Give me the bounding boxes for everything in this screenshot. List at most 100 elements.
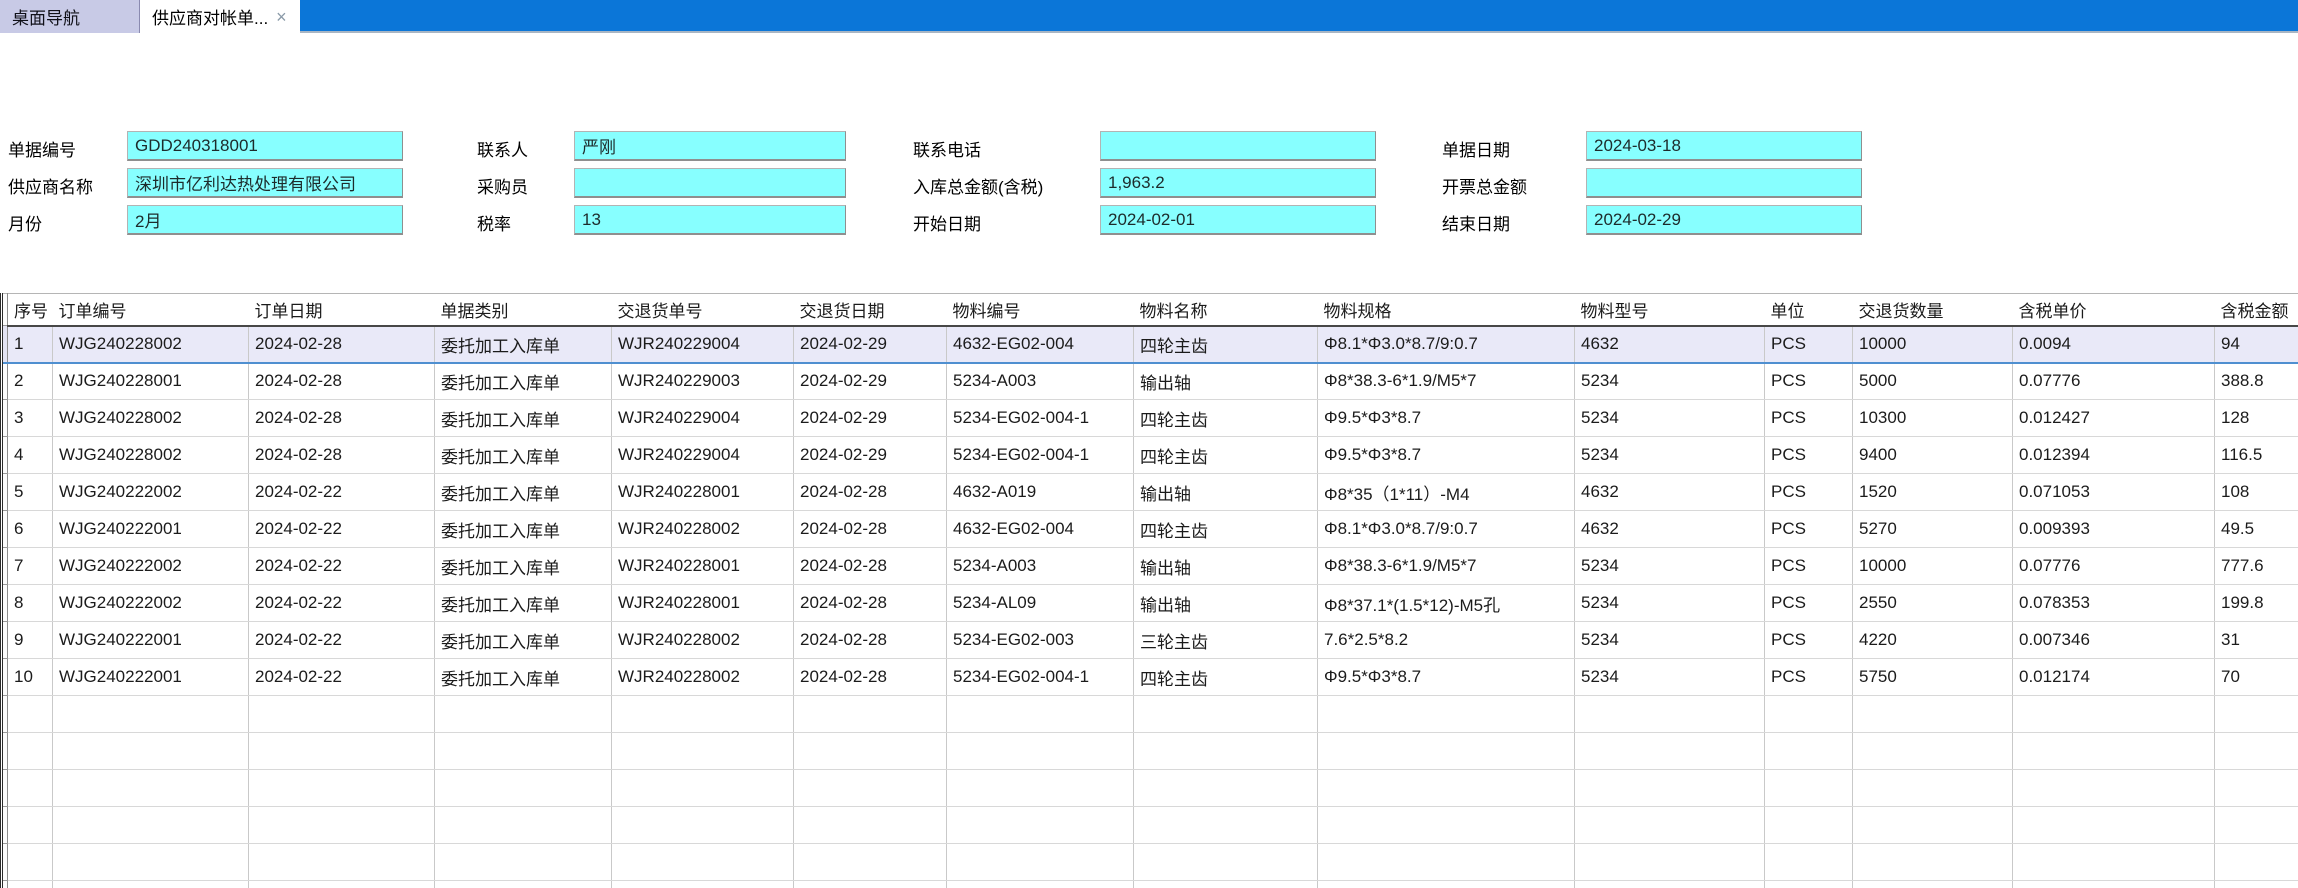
cell-delivery-date[interactable]: 2024-02-28: [793, 473, 947, 511]
cell-material-no[interactable]: 5234-AL09: [946, 584, 1134, 622]
cell-material-name[interactable]: 输出轴: [1133, 547, 1318, 585]
cell-delivery-no[interactable]: WJR240228001: [611, 547, 794, 585]
cell-seq[interactable]: 8: [7, 584, 53, 622]
row-selector[interactable]: [0, 547, 8, 585]
cell-order-date[interactable]: 2024-02-28: [248, 436, 435, 474]
doc-no-field[interactable]: [127, 131, 403, 161]
cell-doc-type[interactable]: 委托加工入库单: [434, 547, 612, 585]
cell-order-no[interactable]: WJG240228002: [52, 436, 249, 474]
cell-qty[interactable]: 5750: [1852, 658, 2013, 696]
cell-material-no[interactable]: 5234-EG02-004-1: [946, 658, 1134, 696]
cell-order-date[interactable]: 2024-02-22: [248, 473, 435, 511]
cell-amount[interactable]: 199.8: [2214, 584, 2298, 622]
cell-seq[interactable]: 7: [7, 547, 53, 585]
cell-order-no[interactable]: WJG240222002: [52, 473, 249, 511]
cell-doc-type[interactable]: 委托加工入库单: [434, 584, 612, 622]
cell-unit-price[interactable]: 0.07776: [2012, 362, 2215, 400]
cell-material-spec[interactable]: Φ8*38.3-6*1.9/M5*7: [1317, 547, 1575, 585]
cell-delivery-date[interactable]: 2024-02-29: [793, 325, 947, 364]
row-selector[interactable]: [0, 473, 8, 511]
month-field[interactable]: [127, 205, 403, 235]
invoice-total-field[interactable]: [1586, 168, 1862, 198]
cell-material-no[interactable]: 5234-EG02-004-1: [946, 399, 1134, 437]
cell-delivery-date[interactable]: 2024-02-28: [793, 584, 947, 622]
table-row[interactable]: 7 WJG240222002 2024-02-22 委托加工入库单 WJR2402280…: [0, 547, 2298, 585]
row-selector[interactable]: [0, 399, 8, 437]
cell-qty[interactable]: 5270: [1852, 510, 2013, 548]
cell-material-model[interactable]: 4632: [1574, 473, 1765, 511]
cell-material-no[interactable]: 4632-A019: [946, 473, 1134, 511]
cell-order-no[interactable]: WJG240222002: [52, 584, 249, 622]
row-selector[interactable]: [0, 436, 8, 474]
table-row[interactable]: 6 WJG240222001 2024-02-22 委托加工入库单 WJR2402280…: [0, 510, 2298, 548]
row-selector[interactable]: [0, 621, 8, 659]
cell-qty[interactable]: 10300: [1852, 399, 2013, 437]
cell-material-no[interactable]: 4632-EG02-004: [946, 510, 1134, 548]
column-header-delivery-no[interactable]: 交退货单号: [611, 293, 794, 327]
cell-qty[interactable]: 10000: [1852, 325, 2013, 364]
cell-order-no[interactable]: WJG240222001: [52, 510, 249, 548]
row-selector[interactable]: [0, 658, 8, 696]
cell-unit-price[interactable]: 0.012174: [2012, 658, 2215, 696]
cell-amount[interactable]: 777.6: [2214, 547, 2298, 585]
cell-material-model[interactable]: 4632: [1574, 510, 1765, 548]
cell-qty[interactable]: 2550: [1852, 584, 2013, 622]
table-row[interactable]: 8 WJG240222002 2024-02-22 委托加工入库单 WJR2402280…: [0, 584, 2298, 622]
cell-material-no[interactable]: 5234-A003: [946, 362, 1134, 400]
table-row[interactable]: 9 WJG240222001 2024-02-22 委托加工入库单 WJR2402280…: [0, 621, 2298, 659]
cell-amount[interactable]: 388.8: [2214, 362, 2298, 400]
cell-unit-price[interactable]: 0.009393: [2012, 510, 2215, 548]
column-header-amount[interactable]: 含税金额: [2214, 293, 2298, 327]
cell-doc-type[interactable]: 委托加工入库单: [434, 510, 612, 548]
cell-order-date[interactable]: 2024-02-22: [248, 621, 435, 659]
cell-delivery-no[interactable]: WJR240229004: [611, 325, 794, 364]
cell-order-no[interactable]: WJG240222001: [52, 621, 249, 659]
cell-material-name[interactable]: 四轮主齿: [1133, 436, 1318, 474]
cell-seq[interactable]: 9: [7, 621, 53, 659]
table-row[interactable]: 4 WJG240228002 2024-02-28 委托加工入库单 WJR2402290…: [0, 436, 2298, 474]
cell-order-date[interactable]: 2024-02-28: [248, 399, 435, 437]
cell-material-spec[interactable]: Φ8.1*Φ3.0*8.7/9:0.7: [1317, 510, 1575, 548]
inbound-total-field[interactable]: [1100, 168, 1376, 198]
cell-delivery-date[interactable]: 2024-02-28: [793, 510, 947, 548]
cell-doc-type[interactable]: 委托加工入库单: [434, 325, 612, 364]
cell-material-spec[interactable]: Φ9.5*Φ3*8.7: [1317, 399, 1575, 437]
cell-amount[interactable]: 128: [2214, 399, 2298, 437]
tax-rate-field[interactable]: [574, 205, 846, 235]
column-header-order-no[interactable]: 订单编号: [52, 293, 249, 327]
cell-unit-price[interactable]: 0.012394: [2012, 436, 2215, 474]
table-row[interactable]: 1 WJG240228002 2024-02-28 委托加工入库单 WJR2402290…: [0, 325, 2298, 364]
cell-unit[interactable]: PCS: [1764, 621, 1853, 659]
cell-material-no[interactable]: 5234-EG02-003: [946, 621, 1134, 659]
table-row[interactable]: 10 WJG240222001 2024-02-22 委托加工入库单 WJR240228…: [0, 658, 2298, 696]
tab-desktop-navigation[interactable]: 桌面导航: [0, 0, 140, 33]
column-header-unit[interactable]: 单位: [1764, 293, 1853, 327]
cell-material-no[interactable]: 4632-EG02-004: [946, 325, 1134, 364]
cell-delivery-date[interactable]: 2024-02-28: [793, 547, 947, 585]
cell-amount[interactable]: 31: [2214, 621, 2298, 659]
column-header-material-spec[interactable]: 物料规格: [1317, 293, 1575, 327]
cell-unit[interactable]: PCS: [1764, 436, 1853, 474]
cell-doc-type[interactable]: 委托加工入库单: [434, 399, 612, 437]
cell-unit[interactable]: PCS: [1764, 547, 1853, 585]
cell-unit-price[interactable]: 0.012427: [2012, 399, 2215, 437]
cell-unit-price[interactable]: 0.0094: [2012, 325, 2215, 364]
start-date-field[interactable]: [1100, 205, 1376, 235]
row-selector[interactable]: [0, 510, 8, 548]
cell-material-name[interactable]: 四轮主齿: [1133, 510, 1318, 548]
cell-material-model[interactable]: 4632: [1574, 325, 1765, 364]
cell-order-date[interactable]: 2024-02-22: [248, 658, 435, 696]
cell-order-date[interactable]: 2024-02-28: [248, 325, 435, 364]
cell-unit[interactable]: PCS: [1764, 325, 1853, 364]
cell-unit-price[interactable]: 0.007346: [2012, 621, 2215, 659]
column-header-unit-price[interactable]: 含税单价: [2012, 293, 2215, 327]
cell-order-date[interactable]: 2024-02-28: [248, 362, 435, 400]
cell-unit-price[interactable]: 0.07776: [2012, 547, 2215, 585]
cell-delivery-no[interactable]: WJR240228002: [611, 510, 794, 548]
cell-order-date[interactable]: 2024-02-22: [248, 547, 435, 585]
cell-material-spec[interactable]: Φ9.5*Φ3*8.7: [1317, 436, 1575, 474]
close-icon[interactable]: ×: [276, 6, 287, 27]
column-header-seq[interactable]: 序号: [7, 293, 53, 327]
cell-material-name[interactable]: 四轮主齿: [1133, 399, 1318, 437]
cell-unit[interactable]: PCS: [1764, 510, 1853, 548]
